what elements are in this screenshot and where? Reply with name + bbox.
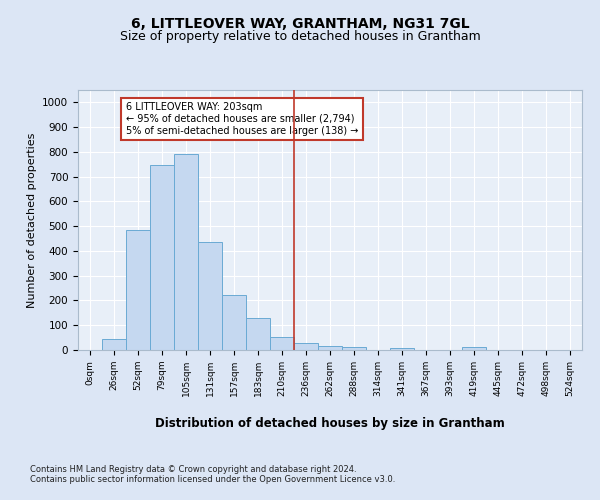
Bar [222,295,246,350]
Bar [174,154,198,350]
Text: 6, LITTLEOVER WAY, GRANTHAM, NG31 7GL: 6, LITTLEOVER WAY, GRANTHAM, NG31 7GL [131,18,469,32]
Y-axis label: Number of detached properties: Number of detached properties [26,132,37,308]
Bar [150,165,174,350]
Text: 6 LITTLEOVER WAY: 203sqm
← 95% of detached houses are smaller (2,794)
5% of semi: 6 LITTLEOVER WAY: 203sqm ← 95% of detach… [126,102,358,136]
Bar [126,230,150,350]
Bar [102,338,126,350]
Text: Size of property relative to detached houses in Grantham: Size of property relative to detached ho… [119,30,481,43]
Bar [270,337,294,350]
Bar [462,348,486,350]
Text: Distribution of detached houses by size in Grantham: Distribution of detached houses by size … [155,418,505,430]
Bar [390,348,414,350]
Bar [294,342,318,350]
Text: Contains HM Land Registry data © Crown copyright and database right 2024.
Contai: Contains HM Land Registry data © Crown c… [30,465,395,484]
Bar [342,347,366,350]
Bar [246,318,270,350]
Bar [318,346,342,350]
Bar [198,242,222,350]
